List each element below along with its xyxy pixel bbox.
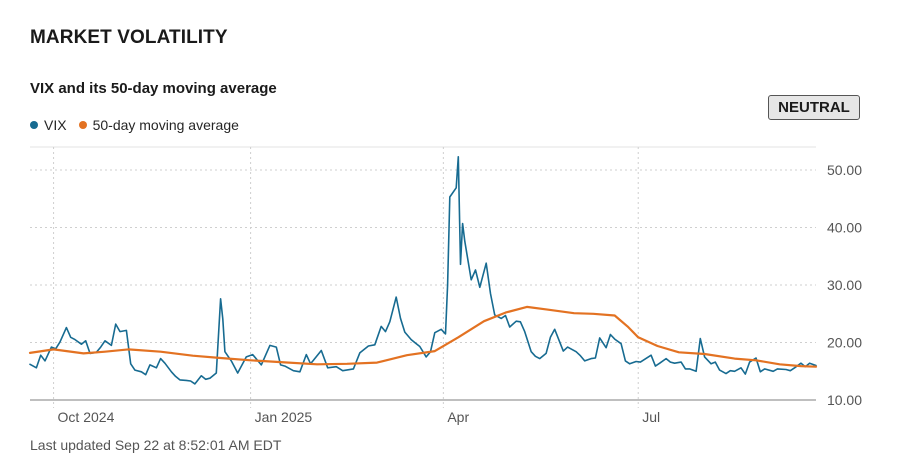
legend-label-vix: VIX	[44, 117, 67, 133]
y-tick-label: 50.00	[827, 162, 862, 178]
last-updated-note: Last updated Sep 22 at 8:52:01 AM EDT	[30, 437, 282, 453]
x-tick-label: Apr	[447, 409, 469, 425]
status-badge: NEUTRAL	[768, 95, 860, 120]
y-tick-label: 40.00	[827, 220, 862, 236]
y-tick-label: 20.00	[827, 335, 862, 351]
vix-legend-dot-icon	[30, 121, 38, 129]
x-tick-label: Jul	[642, 409, 660, 425]
y-tick-label: 30.00	[827, 277, 862, 293]
chart-legend: VIX 50-day moving average	[30, 117, 251, 133]
ma-series-line	[28, 305, 818, 368]
page-title: MARKET VOLATILITY	[30, 27, 228, 48]
ma-legend-dot-icon	[78, 121, 87, 129]
y-tick-label: 10.00	[827, 392, 862, 408]
vix-series-line	[29, 155, 817, 385]
legend-item-ma: 50-day moving average	[78, 117, 239, 133]
legend-label-ma: 50-day moving average	[92, 117, 239, 133]
x-tick-label: Oct 2024	[58, 409, 115, 425]
legend-item-vix: VIX	[30, 117, 67, 133]
volatility-chart: 10.00 20.00 30.00 40.00 50.00 Oct 2024 Jan 202…	[28, 146, 862, 425]
x-tick-label: Jan 2025	[255, 409, 313, 425]
chart-title: VIX and its 50-day moving average	[30, 80, 277, 97]
